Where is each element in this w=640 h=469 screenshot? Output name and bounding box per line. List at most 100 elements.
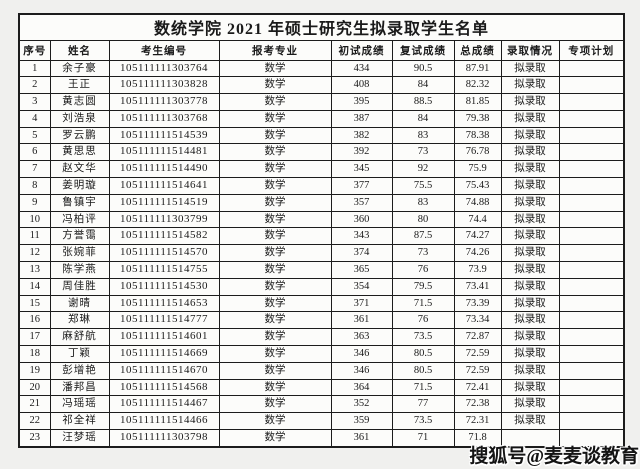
column-header-3: 考生编号: [108, 39, 220, 61]
table-cell: 105111111303828: [108, 76, 220, 95]
table-cell: 92: [391, 160, 455, 179]
table-cell: 黄志圆: [49, 93, 110, 111]
table-cell: 88.5: [391, 93, 455, 111]
table-cell: 105111111514539: [108, 126, 220, 145]
table-cell: 数学: [218, 143, 332, 162]
table-cell: [558, 210, 625, 229]
table-cell: 365: [330, 261, 393, 279]
table-cell: 81.85: [453, 93, 502, 111]
table-cell: 73.5: [391, 412, 455, 431]
table-cell: 72.38: [453, 395, 502, 414]
table-cell: 拟录取: [500, 277, 560, 296]
table-cell: 78.38: [453, 126, 502, 145]
table-cell: 数学: [218, 378, 332, 397]
table-cell: 彭增艳: [49, 361, 110, 380]
table-cell: 18: [18, 345, 51, 363]
table-cell: 363: [330, 328, 393, 347]
table-cell: 359: [330, 412, 393, 431]
table-cell: 105111111514467: [108, 395, 220, 414]
table-cell: 87.5: [391, 227, 455, 246]
table-cell: 354: [330, 277, 393, 296]
table-cell: 15: [18, 294, 51, 313]
table-cell: 75.43: [453, 177, 502, 195]
table-cell: 105111111514601: [108, 328, 220, 347]
table-cell: 361: [330, 429, 393, 448]
table-row: 5 罗云鹏 105111111514539 数学 382 83 78.38 拟录取: [18, 126, 625, 145]
table-cell: 数学: [218, 412, 332, 431]
table-cell: 拟录取: [500, 412, 560, 431]
table-cell: [558, 429, 625, 448]
table-cell: 80.5: [391, 361, 455, 380]
table-cell: 数学: [218, 227, 332, 246]
table-cell: 数学: [218, 193, 332, 212]
table-cell: [558, 160, 625, 179]
table-cell: [558, 143, 625, 162]
table-cell: 82.32: [453, 76, 502, 95]
table-cell: 72.87: [453, 328, 502, 347]
table-cell: 8: [18, 177, 51, 195]
table-cell: 392: [330, 143, 393, 162]
table-cell: 19: [18, 361, 51, 380]
table-cell: 105111111514582: [108, 227, 220, 246]
table-cell: 数学: [218, 76, 332, 95]
table-row: 22 祁全祥 105111111514466 数学 359 73.5 72.31 拟录取: [18, 412, 625, 431]
table-cell: 数学: [218, 93, 332, 111]
table-row: 4 刘浩泉 105111111303768 数学 387 84 79.38 拟录取: [18, 109, 625, 128]
table-cell: [558, 109, 625, 128]
table-cell: 105111111514481: [108, 143, 220, 162]
table-cell: 数学: [218, 277, 332, 296]
table-cell: 434: [330, 59, 393, 78]
table-cell: 75.9: [453, 160, 502, 179]
table-row: 19 彭增艳 105111111514670 数学 346 80.5 72.59 拟录取: [18, 361, 625, 380]
table-cell: 84: [391, 109, 455, 128]
table-cell: 拟录取: [500, 193, 560, 212]
table-cell: 罗云鹏: [49, 126, 110, 145]
title-row: 数统学院 2021 年硕士研究生拟录取学生名单: [17, 13, 626, 41]
table-cell: 364: [330, 378, 393, 397]
table-cell: 73.34: [453, 311, 502, 330]
table-cell: 拟录取: [500, 109, 560, 128]
table-cell: 王正: [49, 76, 110, 95]
table-cell: 105111111303798: [108, 429, 220, 448]
table-cell: 16: [18, 311, 51, 330]
table-row: 21 冯瑶瑶 105111111514467 数学 352 77 72.38 拟录取: [18, 395, 625, 414]
column-header-7: 总成绩: [453, 39, 502, 61]
table-cell: 9: [18, 193, 51, 212]
table-cell: 数学: [218, 244, 332, 263]
table-cell: 71.5: [391, 378, 455, 397]
table-cell: 105111111514568: [108, 378, 220, 397]
table-cell: 72.41: [453, 378, 502, 397]
table-cell: 73: [391, 244, 455, 263]
table-cell: 1: [18, 59, 51, 78]
table-cell: 74.27: [453, 227, 502, 246]
table-cell: [558, 294, 625, 313]
table-cell: [558, 177, 625, 195]
table-cell: 拟录取: [500, 244, 560, 263]
table-cell: 拟录取: [500, 395, 560, 414]
table-cell: 周佳胜: [49, 277, 110, 296]
table-cell: 76: [391, 311, 455, 330]
table-cell: 拟录取: [500, 126, 560, 145]
table-cell: 丁颖: [49, 345, 110, 363]
table-cell: 83: [391, 193, 455, 212]
table-cell: 387: [330, 109, 393, 128]
table-cell: 14: [18, 277, 51, 296]
table-cell: 数学: [218, 328, 332, 347]
table-row: 2 王正 105111111303828 数学 408 84 82.32 拟录取: [18, 76, 625, 95]
table-cell: 数学: [218, 311, 332, 330]
table-cell: 105111111514641: [108, 177, 220, 195]
table-cell: 赵文华: [49, 160, 110, 179]
table-cell: [558, 261, 625, 279]
table-cell: 数学: [218, 345, 332, 363]
admission-roster-document: 数统学院 2021 年硕士研究生拟录取学生名单 序号 姓名 考生编号 报考专业 初试成绩…: [17, 13, 626, 448]
table-cell: 395: [330, 93, 393, 111]
table-cell: 74.4: [453, 210, 502, 229]
table-cell: 87.91: [453, 59, 502, 78]
table-row: 13 陈学燕 105111111514755 数学 365 76 73.9 拟录取: [18, 261, 625, 279]
table-cell: [558, 328, 625, 347]
table-cell: 汪梦瑶: [49, 429, 110, 448]
table-cell: 345: [330, 160, 393, 179]
table-cell: [558, 227, 625, 246]
table-cell: 冯柏评: [49, 210, 110, 229]
